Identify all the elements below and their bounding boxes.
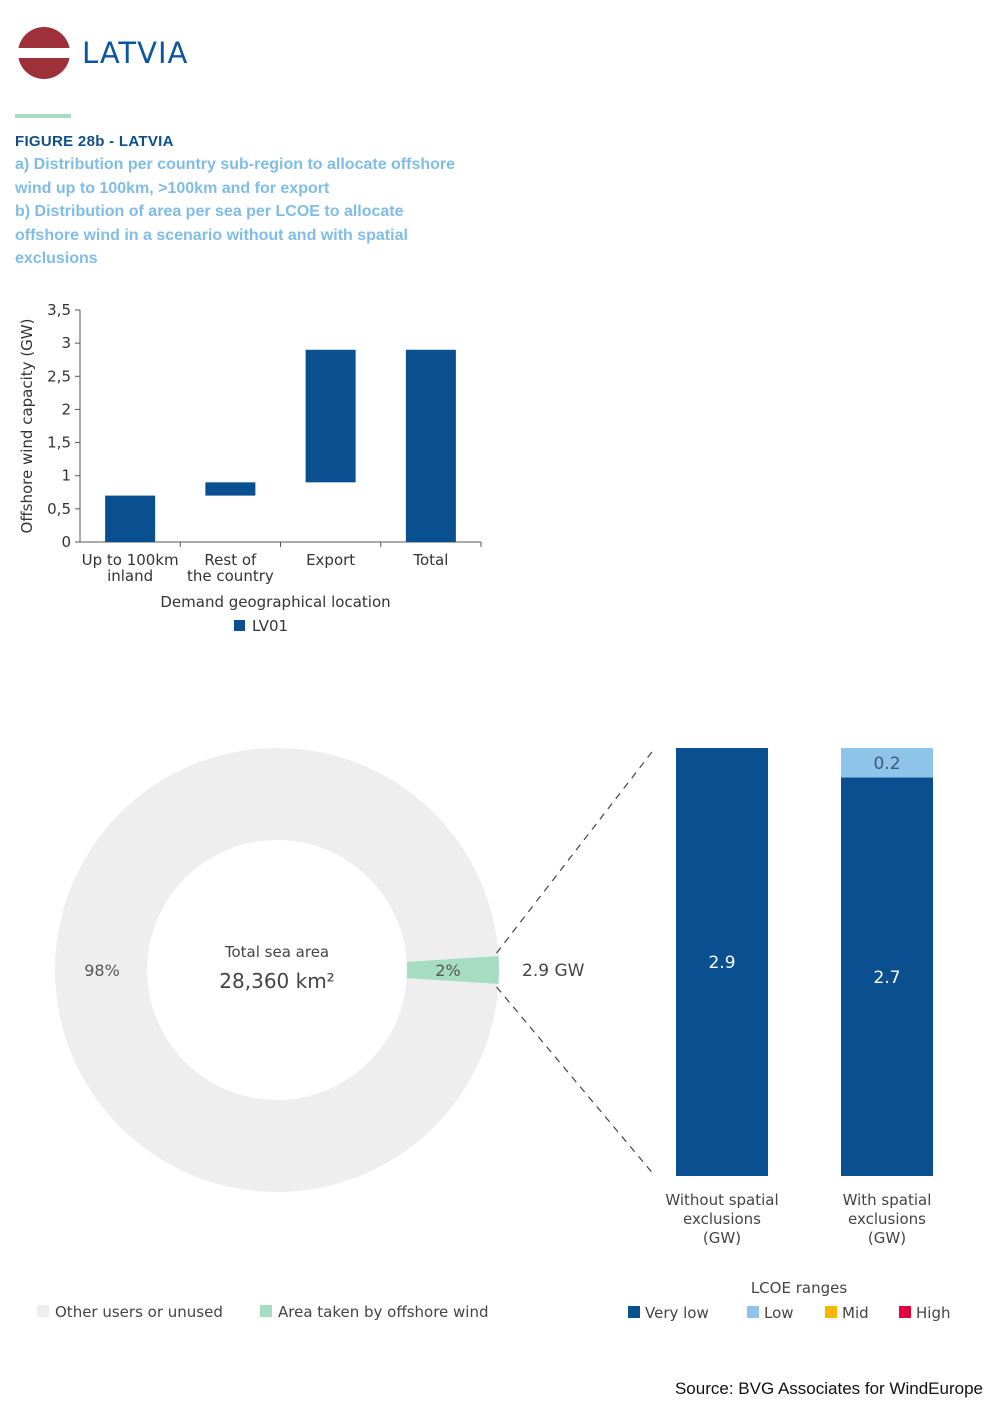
page-header: LATVIA: [18, 26, 188, 80]
legend-swatch: [234, 620, 245, 631]
x-tick-label: Export: [306, 551, 355, 569]
figure-description-line: a) Distribution per country sub-region t…: [15, 156, 456, 173]
figure-description-line: offshore wind in a scenario without and …: [15, 226, 408, 244]
legend-label: Low: [764, 1304, 794, 1322]
bar-category-label: exclusions: [848, 1210, 926, 1228]
stacked-bar-segment: [841, 748, 933, 778]
legend-label: Mid: [842, 1304, 869, 1322]
y-tick-label: 2: [61, 400, 71, 418]
bar-value-label: 0.2: [873, 754, 900, 774]
x-tick-label: inland: [107, 567, 153, 585]
flag-band-top: [18, 27, 70, 48]
x-tick-label: the country: [187, 567, 274, 585]
callout-connector: [496, 986, 656, 1177]
y-tick-label: 3,5: [47, 301, 71, 319]
latvia-flag-icon: [18, 27, 70, 79]
legend-swatch: [899, 1306, 911, 1318]
accent-rule: [15, 114, 71, 118]
slice-label: 98%: [84, 961, 120, 980]
bar-LV01: [305, 349, 356, 483]
bar-category-label: exclusions: [683, 1210, 761, 1228]
y-tick-label: 1: [61, 467, 71, 485]
legend-label: LV01: [252, 617, 288, 635]
figure-description: a) Distribution per country sub-region t…: [15, 153, 495, 271]
legend-swatch: [628, 1306, 640, 1318]
country-title: LATVIA: [82, 36, 189, 70]
y-axis-title: Offshore wind capacity (GW): [18, 319, 36, 534]
stacked-bar-segment: [676, 748, 768, 1176]
legend-swatch: [260, 1305, 272, 1317]
flag-band-middle: [18, 47, 70, 59]
legend-label: Area taken by offshore wind: [278, 1303, 489, 1321]
y-tick-label: 0,5: [47, 500, 71, 518]
legend-swatch: [825, 1306, 837, 1318]
bar-category-label: (GW): [868, 1229, 906, 1247]
legend-swatch: [747, 1306, 759, 1318]
slice-label: 2%: [435, 961, 460, 980]
stacked-bar-segment: [841, 777, 933, 1176]
figure-description-line: b) Distribution of area per sea per LCOE…: [15, 203, 404, 220]
capacity-callout: 2.9 GW: [522, 961, 585, 981]
legend-swatch: [37, 1305, 49, 1317]
x-tick-label: Total: [412, 551, 448, 569]
callout-connector: [496, 747, 656, 954]
donut-center-label: Total sea area: [224, 943, 329, 961]
donut-slice: [54, 748, 499, 1193]
legend-label: Other users or unused: [55, 1303, 223, 1321]
bar-LV01: [405, 349, 456, 542]
y-tick-label: 3: [61, 334, 71, 352]
donut-legend: Other users or unused Area taken by offsh…: [37, 1303, 489, 1321]
bar-LV01: [105, 495, 156, 542]
legend-label: High: [916, 1304, 950, 1322]
bar-category-label: (GW): [703, 1229, 741, 1247]
legend-label: Very low: [645, 1304, 709, 1322]
figure-label: FIGURE 28b - LATVIA: [15, 133, 174, 150]
source-note: Source: BVG Associates for WindEurope: [674, 1379, 983, 1398]
x-tick-label: Up to 100km: [82, 551, 179, 569]
y-tick-label: 2,5: [47, 367, 71, 385]
bar-value-label: 2.9: [708, 953, 735, 973]
figure-description-line: wind up to 100km, >100km and for export: [15, 179, 330, 197]
y-tick-label: 0: [61, 533, 71, 551]
sea-area-lcoe-chart: 98% 2% Total sea area 28,360 km² 2.9 GW 2.9 Wi…: [37, 747, 950, 1322]
flag-band-bottom: [18, 58, 70, 79]
bar-category-label: Without spatial: [665, 1191, 778, 1209]
x-tick-label: Rest of: [204, 551, 257, 569]
legend: LV01: [234, 617, 288, 635]
bar-category-label: With spatial: [843, 1191, 932, 1209]
figure-description-line: exclusions: [15, 250, 98, 267]
bar-value-label: 2.7: [873, 968, 900, 988]
donut-center-value: 28,360 km²: [219, 969, 334, 993]
lcoe-legend: LCOE ranges Very low Low Mid High: [628, 1279, 950, 1322]
y-tick-label: 1,5: [47, 434, 71, 452]
bar-LV01: [205, 482, 256, 496]
donut-slice: [406, 956, 499, 984]
x-axis-title: Demand geographical location: [160, 593, 390, 611]
legend-title: LCOE ranges: [751, 1279, 847, 1297]
